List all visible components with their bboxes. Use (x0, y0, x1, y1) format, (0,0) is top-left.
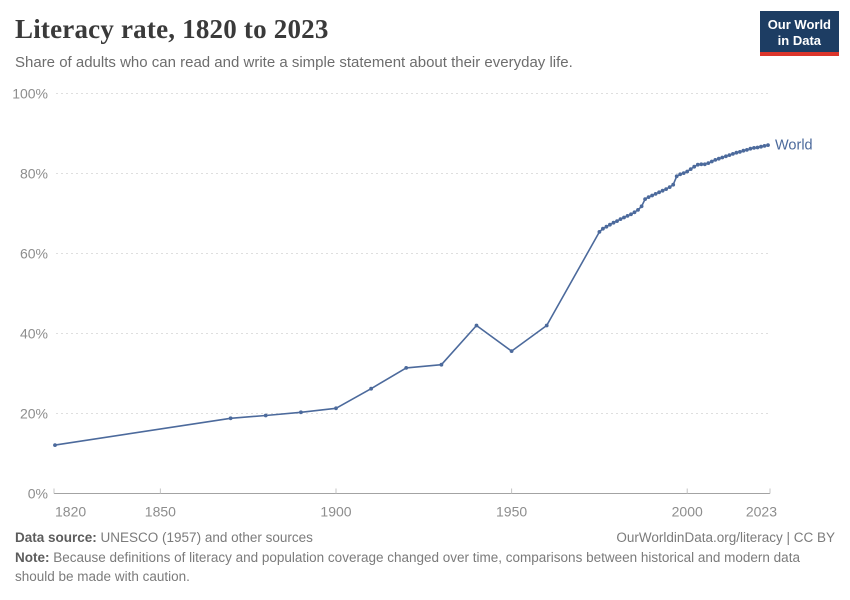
data-point[interactable] (608, 222, 612, 227)
data-point[interactable] (720, 155, 725, 160)
data-point[interactable] (611, 220, 616, 225)
data-point[interactable] (53, 443, 57, 447)
data-point[interactable] (727, 153, 732, 158)
data-point[interactable] (228, 416, 233, 421)
data-point[interactable] (685, 169, 690, 174)
data-point[interactable] (692, 164, 697, 169)
data-point[interactable] (657, 190, 661, 195)
data-point[interactable] (639, 204, 644, 209)
data-point[interactable] (625, 214, 630, 218)
owid-logo-line2: in Data (777, 32, 822, 48)
data-point[interactable] (709, 159, 714, 164)
data-point[interactable] (474, 323, 479, 328)
data-point[interactable] (731, 152, 735, 156)
data-point[interactable] (263, 413, 268, 418)
data-point[interactable] (734, 150, 739, 155)
chart-note: Note: Because definitions of literacy an… (15, 548, 835, 587)
data-point[interactable] (601, 226, 605, 231)
x-tick-label: 1850 (145, 504, 176, 520)
y-tick-label: 80% (20, 166, 48, 182)
data-point[interactable] (688, 167, 693, 172)
data-point[interactable] (650, 193, 654, 198)
data-point[interactable] (299, 410, 303, 415)
x-tick-label: 2023 (746, 504, 777, 520)
chart-footer: Data source: UNESCO (1957) and other sou… (15, 528, 835, 587)
data-point[interactable] (664, 187, 668, 192)
data-source-label: Data source: (15, 530, 97, 545)
data-point[interactable] (544, 323, 549, 328)
data-point[interactable] (629, 212, 633, 217)
page-title: Literacy rate, 1820 to 2023 (15, 14, 329, 44)
data-point[interactable] (667, 185, 672, 190)
data-point[interactable] (643, 197, 647, 202)
data-point[interactable] (741, 148, 746, 153)
y-tick-label: 20% (20, 406, 48, 422)
data-point[interactable] (439, 362, 444, 367)
data-point[interactable] (660, 188, 665, 193)
data-point[interactable] (604, 224, 609, 229)
data-point[interactable] (752, 146, 756, 150)
x-tick-label: 1900 (320, 504, 351, 520)
chart-subtitle: Share of adults who can read and write a… (15, 54, 573, 71)
data-point[interactable] (745, 148, 749, 152)
data-point[interactable] (618, 217, 623, 222)
data-point[interactable] (674, 174, 679, 179)
data-point[interactable] (699, 162, 704, 167)
data-point[interactable] (695, 162, 700, 167)
data-point[interactable] (636, 208, 640, 212)
x-tick-label: 1820 (55, 504, 86, 520)
owid-logo[interactable]: Our World in Data (759, 11, 839, 57)
data-point[interactable] (622, 215, 626, 220)
data-point[interactable] (738, 150, 742, 154)
license-link[interactable]: OurWorldinData.org/literacy | CC BY (616, 530, 835, 545)
data-source: Data source: UNESCO (1957) and other sou… (15, 528, 313, 548)
y-tick-label: 0% (28, 486, 48, 502)
data-point[interactable] (713, 158, 718, 162)
y-tick-label: 60% (20, 246, 48, 262)
data-point[interactable] (671, 182, 676, 187)
data-point[interactable] (369, 386, 373, 391)
series-label: World (775, 138, 813, 154)
data-point[interactable] (759, 144, 763, 149)
owid-logo-line1: Our World (767, 17, 831, 32)
data-point[interactable] (334, 406, 338, 411)
note-label: Note: (15, 549, 50, 565)
data-point[interactable] (724, 154, 728, 159)
data-point[interactable] (755, 145, 760, 150)
data-source-text: UNESCO (1957) and other sources (96, 530, 313, 545)
data-point[interactable] (509, 349, 514, 353)
data-point[interactable] (766, 143, 770, 148)
data-point[interactable] (404, 366, 409, 370)
data-point[interactable] (716, 156, 721, 161)
data-point[interactable] (632, 210, 637, 215)
x-tick-label: 2000 (672, 504, 703, 520)
data-point[interactable] (615, 219, 619, 224)
data-point[interactable] (706, 161, 711, 166)
data-point[interactable] (702, 162, 707, 167)
data-point[interactable] (762, 144, 767, 148)
data-point[interactable] (748, 146, 753, 151)
data-point[interactable] (681, 171, 686, 176)
y-tick-label: 40% (20, 326, 48, 342)
note-text: Because definitions of literacy and popu… (15, 549, 800, 585)
x-tick-label: 1950 (496, 504, 527, 520)
data-point[interactable] (646, 195, 651, 200)
data-point[interactable] (653, 192, 658, 196)
data-point[interactable] (678, 172, 683, 177)
y-tick-label: 100% (12, 86, 48, 102)
data-point[interactable] (597, 230, 602, 234)
